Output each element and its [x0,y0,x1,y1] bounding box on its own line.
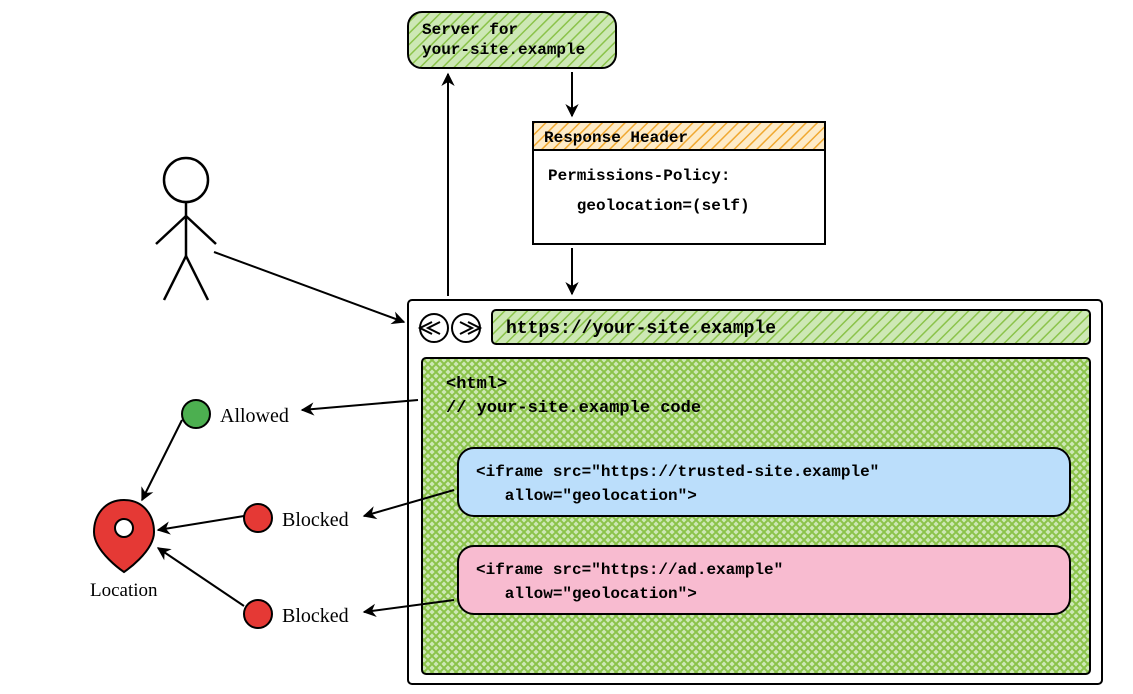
blocked-label-1: Blocked [282,509,349,531]
nav-back-icon [420,314,448,342]
blocked-label-2: Blocked [282,605,349,627]
iframe-ad-line2: allow="geolocation"> [476,585,697,603]
edge-allowed-pin [142,420,182,500]
server-line2: your-site.example [422,41,585,59]
iframe-ad-node: <iframe src="https://ad.example" allow="… [458,546,1070,614]
response-line2: geolocation=(self) [548,197,750,215]
edge-stickman-browser [214,252,404,322]
allowed-label: Allowed [220,405,289,427]
blocked-dot-2 [244,600,272,628]
edge-content-allowed [302,400,418,410]
content-line2: // your-site.example code [446,399,701,418]
blocked-dot-1 [244,504,272,532]
location-pin-icon [94,500,154,572]
edge-blocked2-pin [158,548,244,606]
edge-blocked1-pin [158,516,244,530]
iframe-trusted-box [458,448,1070,516]
allowed-dot [182,400,210,428]
url-text: https://your-site.example [506,319,776,339]
iframe-trusted-line2: allow="geolocation"> [476,487,697,505]
stickman-icon [156,158,216,300]
response-header-node: Response Header Permissions-Policy: geol… [533,122,825,244]
content-line1: <html> [446,375,507,394]
iframe-trusted-line1: <iframe src="https://trusted-site.exampl… [476,463,879,481]
location-label: Location [90,580,158,601]
server-node: Server for your-site.example [408,12,616,68]
nav-forward-icon [452,314,480,342]
response-title: Response Header [544,129,688,147]
iframe-ad-line1: <iframe src="https://ad.example" [476,561,783,579]
browser-node: https://your-site.example <html> // your… [408,300,1102,684]
server-line1: Server for [422,21,518,39]
diagram-canvas: Server for your-site.example Response He… [0,0,1133,694]
iframe-trusted-node: <iframe src="https://trusted-site.exampl… [458,448,1070,516]
iframe-ad-box [458,546,1070,614]
response-line1: Permissions-Policy: [548,167,730,185]
